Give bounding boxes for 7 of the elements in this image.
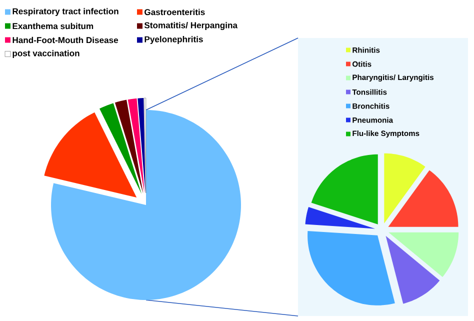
- legend-label: Stomatitis/ Herpangina: [144, 22, 238, 30]
- legend-label: Exanthema subitum: [12, 22, 94, 30]
- legend-label: Gastroenteritis: [144, 8, 205, 16]
- legend-label: Pyelonephritis: [144, 36, 203, 44]
- legend-label: Respiratory tract infection: [12, 8, 118, 16]
- legend-label: Hand-Foot-Mouth Disease: [12, 36, 118, 44]
- legend-label: post vaccination: [12, 50, 80, 58]
